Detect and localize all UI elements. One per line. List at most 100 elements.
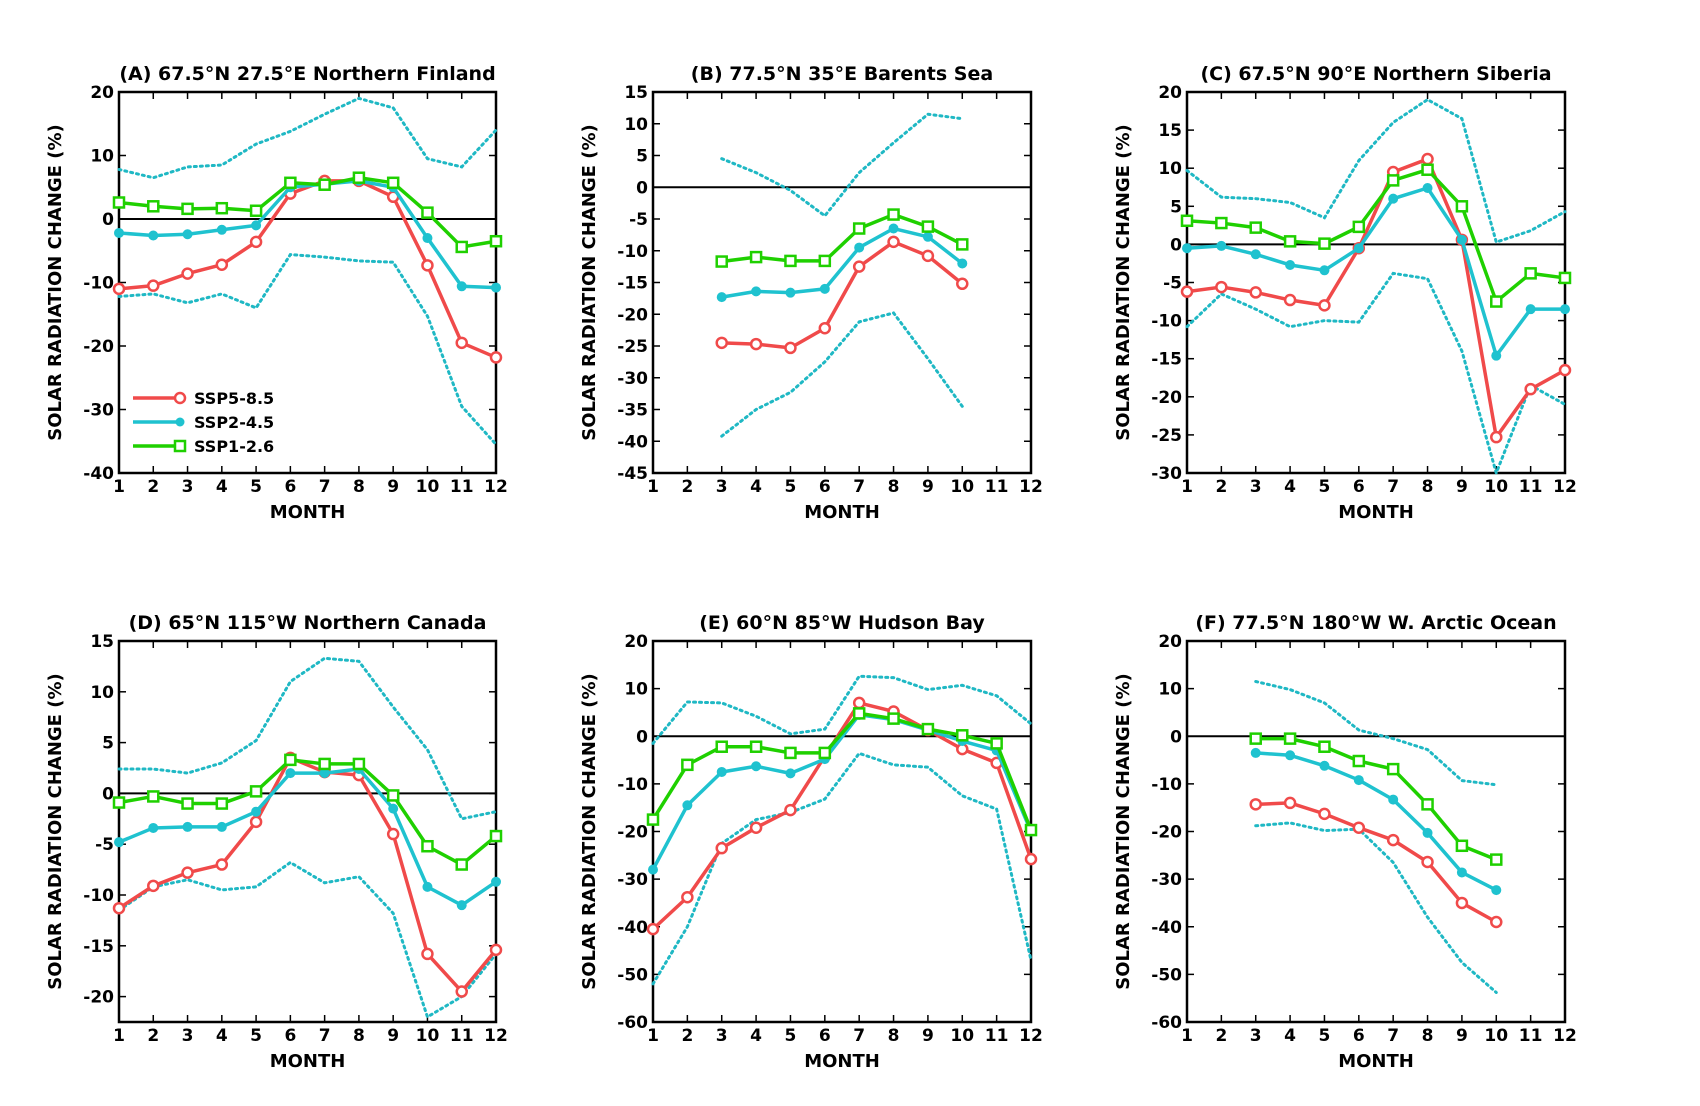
data-point-ssp585	[1215, 280, 1228, 294]
data-point-ssp585	[784, 803, 797, 817]
y-tick-label: -10	[1151, 775, 1182, 795]
legend-marker-ssp126	[173, 439, 187, 453]
y-tick-label: -30	[617, 369, 648, 389]
data-point-ssp245	[1525, 304, 1536, 315]
data-point-ssp585	[455, 336, 468, 350]
x-tick-label: 1	[647, 477, 659, 497]
y-tick-label: 0	[636, 727, 648, 747]
y-axis-label: SOLAR RADIATION CHANGE (%)	[579, 124, 600, 440]
x-tick-label: 4	[1284, 1026, 1296, 1046]
data-point-ssp585	[181, 866, 194, 879]
data-point-ssp585	[489, 351, 503, 364]
y-tick-label: 0	[102, 784, 114, 804]
plot-frame	[651, 90, 1033, 475]
data-point-ssp126	[1180, 214, 1194, 228]
series-line-ssp245	[1186, 186, 1565, 358]
data-point-ssp585	[421, 947, 434, 961]
series-line-ssp126	[118, 758, 498, 867]
data-point-ssp245	[114, 227, 124, 238]
x-tick-label: 1	[647, 1026, 659, 1046]
spread-lower-line	[651, 751, 1033, 986]
data-point-ssp585	[784, 341, 797, 355]
spread-lower-line	[117, 860, 498, 1020]
data-point-ssp585	[852, 260, 866, 273]
x-axis-label: MONTH	[1338, 1051, 1414, 1072]
data-point-ssp585	[1249, 798, 1262, 811]
data-point-ssp585	[1180, 285, 1194, 298]
data-point-ssp245	[648, 864, 658, 875]
x-tick-label: 9	[387, 477, 399, 497]
y-tick-label: -20	[1151, 388, 1182, 408]
data-point-ssp245	[1250, 249, 1261, 260]
x-tick-label: 4	[750, 1026, 762, 1046]
y-tick-label: -60	[617, 1013, 648, 1033]
x-tick-label: 10	[416, 477, 440, 497]
data-point-ssp126	[1455, 200, 1469, 213]
data-point-ssp585	[1352, 821, 1366, 834]
data-point-ssp245	[819, 283, 830, 294]
legend-label-ssp245: SSP2-4.5	[194, 413, 274, 432]
data-point-ssp126	[1455, 839, 1469, 853]
y-tick-label: 15	[1158, 121, 1182, 141]
y-tick-label: -40	[617, 918, 648, 938]
data-point-ssp245	[456, 900, 467, 911]
data-point-ssp126	[784, 254, 797, 268]
data-point-ssp245	[1353, 243, 1364, 254]
data-point-ssp126	[1386, 762, 1400, 776]
x-tick-label: 1	[1181, 1026, 1193, 1046]
y-tick-label: -15	[1151, 350, 1182, 370]
x-tick-label: 10	[1484, 1026, 1508, 1046]
data-point-ssp126	[646, 813, 660, 826]
y-tick-label: 10	[1158, 680, 1182, 700]
data-point-ssp585	[147, 879, 160, 893]
data-point-ssp245	[957, 258, 968, 269]
x-tick-label: 12	[1553, 1026, 1577, 1046]
data-point-ssp126	[1352, 754, 1366, 768]
series-line-ssp245	[721, 226, 964, 299]
y-tick-label: -10	[1151, 312, 1182, 332]
data-point-ssp585	[818, 321, 832, 335]
data-point-ssp245	[1285, 259, 1296, 270]
data-point-ssp585	[386, 827, 400, 841]
data-point-ssp245	[785, 287, 796, 298]
plot-frame	[1185, 90, 1567, 475]
data-point-ssp245	[422, 881, 433, 892]
data-point-ssp126	[386, 789, 400, 802]
data-point-ssp126	[1490, 295, 1503, 308]
x-tick-label: 3	[716, 1026, 728, 1046]
data-point-ssp585	[249, 235, 263, 249]
data-point-ssp585	[1421, 152, 1434, 166]
data-point-ssp245	[716, 766, 727, 777]
data-point-ssp126	[1249, 221, 1262, 234]
data-point-ssp126	[852, 707, 866, 720]
y-tick-label: -20	[1151, 823, 1182, 843]
y-axis-label: SOLAR RADIATION CHANGE (%)	[579, 673, 600, 989]
data-point-ssp585	[921, 249, 935, 263]
x-tick-label: 9	[1456, 477, 1468, 497]
data-point-ssp245	[216, 224, 227, 235]
y-tick-label: 20	[624, 632, 648, 652]
data-point-ssp245	[1456, 867, 1467, 878]
y-tick-label: 10	[624, 115, 648, 135]
spread-lower-line	[1254, 821, 1498, 994]
x-tick-label: 5	[785, 1026, 797, 1046]
x-tick-label: 7	[1387, 1026, 1399, 1046]
y-tick-label: -5	[629, 210, 648, 230]
data-point-ssp126	[284, 753, 297, 767]
data-point-ssp585	[1490, 430, 1503, 444]
x-tick-label: 11	[985, 477, 1009, 497]
x-tick-label: 6	[819, 1026, 831, 1046]
plot-frame	[117, 90, 498, 475]
data-point-ssp245	[1560, 304, 1570, 315]
y-tick-label: -50	[1151, 965, 1182, 985]
data-point-ssp126	[455, 858, 468, 871]
data-point-ssp126	[284, 176, 297, 190]
y-tick-label: -30	[617, 870, 648, 890]
x-tick-label: 7	[853, 1026, 865, 1046]
data-point-ssp585	[749, 337, 763, 351]
x-axis-label: MONTH	[270, 502, 346, 523]
data-point-ssp126	[852, 222, 866, 235]
x-axis-label: MONTH	[270, 1051, 346, 1072]
x-tick-label: 9	[922, 477, 934, 497]
